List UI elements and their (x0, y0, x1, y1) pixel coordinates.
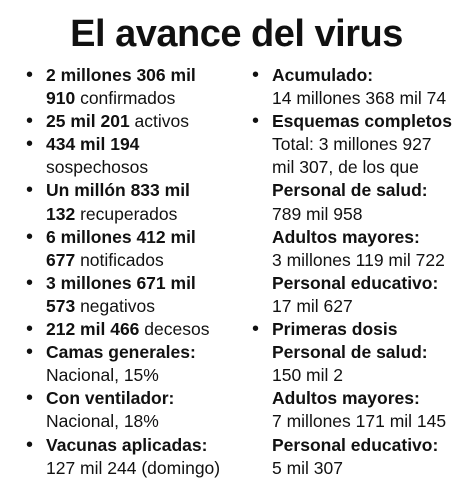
bullet-icon: • (26, 225, 34, 248)
stat-heading: Con ventilador: (46, 388, 175, 409)
bullet-icon: • (26, 318, 34, 341)
list-item-cont: 17 mil 627 (248, 295, 470, 318)
list-item: • 2 millones 306 mil (22, 64, 252, 87)
stat-label: mil 307, de los que (272, 157, 419, 178)
list-item-cont: 132 recuperados (22, 203, 252, 226)
stat-label: 789 mil 958 (272, 203, 363, 224)
stat-label: 14 millones 368 mil 74 (272, 88, 447, 109)
stat-label: 17 mil 627 (272, 295, 353, 316)
bullet-icon: • (26, 341, 34, 364)
list-item-cont: 150 mil 2 (248, 364, 470, 387)
list-item: • Con ventilador: (22, 387, 252, 410)
stat-label: sospechosos (46, 157, 149, 178)
stat-heading: Adultos mayores: (272, 226, 420, 247)
right-column: • Acumulado: 14 millones 368 mil 74 • Esqu… (248, 64, 470, 480)
list-item: • Acumulado: (248, 64, 470, 87)
list-item-cont: Adultos mayores: (248, 387, 470, 410)
page-title: El avance del virus (70, 13, 403, 55)
stat-label: 150 mil 2 (272, 365, 344, 386)
left-column: • 2 millones 306 mil 910 confirmados • 25 … (22, 64, 252, 480)
stat-value: 132 (46, 203, 76, 224)
stat-label: activos (129, 111, 189, 132)
stat-heading: Camas generales: (46, 342, 196, 363)
list-item-cont: Personal educativo: (248, 434, 470, 457)
stat-value: 2 millones 306 mil (46, 65, 196, 85)
list-item-cont: sospechosos (22, 156, 252, 179)
stat-heading: Adultos mayores: (272, 388, 420, 409)
stat-heading: Personal educativo: (272, 272, 439, 293)
list-item-cont: Nacional, 18% (22, 410, 252, 433)
list-item-cont: 677 notificados (22, 249, 252, 272)
list-item: • 434 mil 194 (22, 133, 252, 156)
list-item-cont: Personal de salud: (248, 179, 470, 202)
bullet-icon: • (26, 179, 34, 202)
bullet-icon: • (26, 110, 34, 133)
stat-heading: Acumulado: (272, 65, 374, 85)
bullet-icon: • (26, 133, 34, 156)
stat-label: notificados (75, 249, 164, 270)
stat-label: confirmados (75, 88, 176, 109)
list-item-cont: 14 millones 368 mil 74 (248, 87, 470, 110)
stat-value: 212 mil 466 (46, 319, 140, 340)
list-item: • Camas generales: (22, 341, 252, 364)
stat-heading: Primeras dosis (272, 319, 398, 340)
stat-value: 6 millones 412 mil (46, 226, 196, 247)
stat-label: decesos (139, 319, 210, 340)
stat-value: 434 mil 194 (46, 134, 140, 155)
list-item: • 6 millones 412 mil (22, 226, 252, 249)
stat-value: 573 (46, 295, 76, 316)
list-item-cont: 5 mil 307 (248, 457, 470, 480)
stat-heading: Personal de salud: (272, 342, 428, 363)
stat-heading: Personal educativo: (272, 434, 439, 455)
list-item-cont: 127 mil 244 (domingo) (22, 457, 252, 480)
list-item: • Primeras dosis (248, 318, 470, 341)
stat-heading: Vacunas aplicadas: (46, 434, 208, 455)
stat-label: 7 millones 171 mil 145 (272, 411, 447, 432)
list-item: • Vacunas aplicadas: (22, 434, 252, 457)
stat-value: 677 (46, 249, 76, 270)
stat-label: Nacional, 15% (46, 365, 159, 386)
bullet-icon: • (26, 433, 34, 456)
stat-value: 25 mil 201 (46, 111, 130, 132)
stat-label: recuperados (75, 203, 178, 224)
list-item-cont: mil 307, de los que (248, 156, 470, 179)
stat-label: Nacional, 18% (46, 411, 159, 432)
list-item-cont: Personal educativo: (248, 272, 470, 295)
bullet-icon: • (26, 64, 34, 86)
bullet-icon: • (252, 64, 260, 86)
list-item-cont: 3 millones 119 mil 722 (248, 249, 470, 272)
bullet-icon: • (26, 271, 34, 294)
stat-value: Un millón 833 mil (46, 180, 190, 201)
stat-label: Total: 3 millones 927 (272, 134, 432, 155)
stat-label: negativos (75, 295, 155, 316)
list-item-cont: 789 mil 958 (248, 203, 470, 226)
bullet-icon: • (252, 110, 260, 133)
list-item: • 212 mil 466 decesos (22, 318, 252, 341)
list-item-cont: 573 negativos (22, 295, 252, 318)
stat-label: 3 millones 119 mil 722 (272, 249, 445, 270)
list-item: • 3 millones 671 mil (22, 272, 252, 295)
bullet-icon: • (26, 387, 34, 410)
list-item-cont: 7 millones 171 mil 145 (248, 410, 470, 433)
list-item-cont: Personal de salud: (248, 341, 470, 364)
list-item-cont: 910 confirmados (22, 87, 252, 110)
list-item: • Esquemas completos (248, 110, 470, 133)
stat-heading: Personal de salud: (272, 180, 428, 201)
stat-label: 5 mil 307 (272, 457, 344, 478)
list-item: • 25 mil 201 activos (22, 110, 252, 133)
list-item: • Un millón 833 mil (22, 179, 252, 202)
stat-value: 910 (46, 88, 76, 109)
bullet-icon: • (252, 318, 260, 341)
stat-value: 3 millones 671 mil (46, 272, 196, 293)
list-item-cont: Adultos mayores: (248, 226, 470, 249)
stat-heading: Esquemas completos (272, 111, 452, 132)
stat-label: 127 mil 244 (domingo) (46, 457, 221, 478)
list-item-cont: Total: 3 millones 927 (248, 133, 470, 156)
list-item-cont: Nacional, 15% (22, 364, 252, 387)
